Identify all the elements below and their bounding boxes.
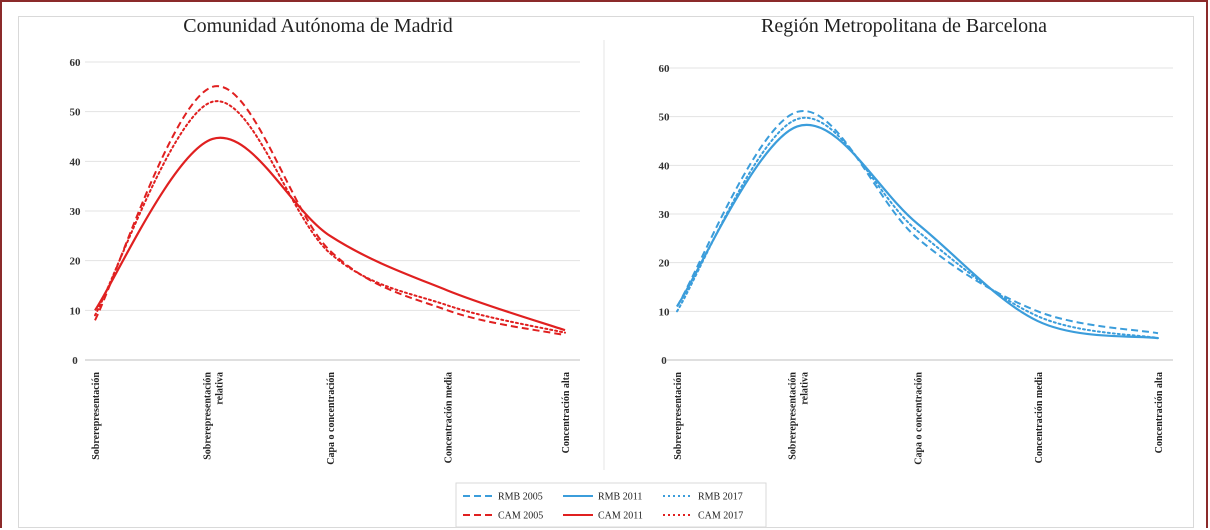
category-label: Sobrerepresentaciónrelativa [787, 372, 810, 460]
series-line [676, 116, 1159, 340]
y-tick-label: 40 [659, 160, 671, 172]
category-label: Sobrerepresentación [673, 372, 684, 460]
legend-label: RMB 2017 [698, 492, 743, 503]
y-tick-label: 20 [659, 258, 671, 270]
category-label: Concentración alta [561, 372, 572, 453]
category-label: Capa o concentración [326, 372, 337, 465]
category-label: Sobrerepresentaciónrelativa [203, 372, 226, 460]
series-line [676, 123, 1159, 340]
chart-2: Región Metropolitana de Barcelona 0 10 20 30… [659, 15, 1173, 465]
y-tick-label: 10 [70, 305, 82, 317]
legend-label: RMB 2011 [598, 492, 642, 503]
y-tick-label: 60 [70, 57, 82, 69]
chart-1: Comunidad Autónoma de Madrid 0 10 20 30 40 50 6… [70, 15, 580, 465]
legend-label: CAM 2005 [498, 511, 543, 522]
y-tick-label: 0 [661, 355, 667, 367]
y-tick-label: 50 [70, 107, 82, 119]
legend-label: RMB 2005 [498, 492, 543, 503]
category-label: Concentración media [1034, 372, 1045, 463]
y-tick-label: 50 [659, 112, 671, 124]
y-tick-label: 0 [72, 355, 78, 367]
category-label: Capa o concentración [914, 372, 925, 465]
series-line [94, 100, 566, 334]
y-tick-label: 30 [659, 209, 671, 221]
chart-title: Región Metropolitana de Barcelona [761, 15, 1047, 37]
y-tick-label: 40 [70, 156, 82, 168]
y-tick-label: 60 [659, 63, 671, 75]
legend-box [455, 482, 767, 528]
category-label: Concentración media [444, 372, 455, 463]
legend-label: CAM 2011 [598, 511, 643, 522]
category-label: Concentración alta [1154, 372, 1165, 453]
chart-title: Comunidad Autónoma de Madrid [183, 15, 452, 37]
y-tick-label: 10 [659, 306, 671, 318]
y-tick-label: 30 [70, 206, 82, 218]
series-line [676, 110, 1159, 335]
legend: RMB 2005 RMB 2011 RMB 2017 CAM 2005 CAM 2011… [455, 482, 767, 528]
series-line [94, 136, 566, 332]
y-tick-label: 20 [70, 256, 82, 268]
legend-label: CAM 2017 [698, 511, 743, 522]
category-label: Sobrerepresentación [91, 372, 102, 460]
